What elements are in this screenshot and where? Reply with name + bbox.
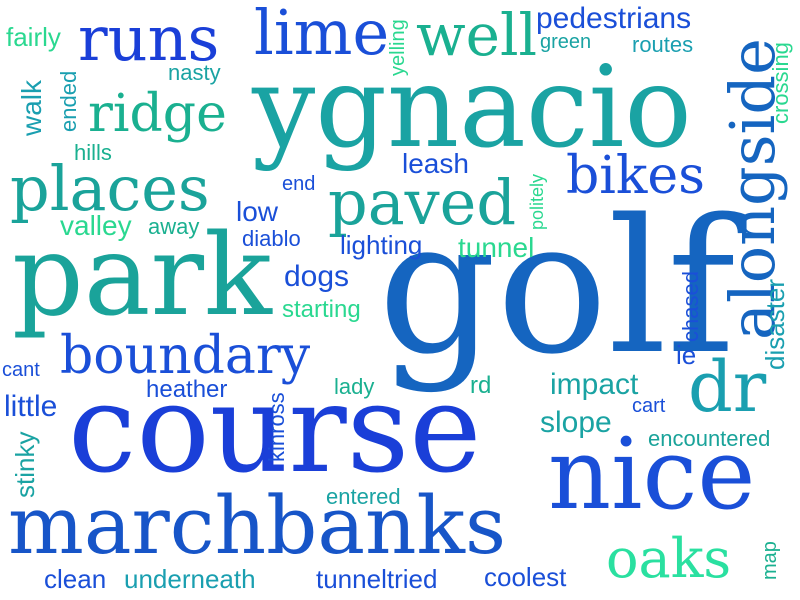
word-lady: lady (334, 374, 375, 399)
word-bikes: bikes (566, 146, 705, 206)
word-away: away (148, 214, 200, 239)
word-rd: rd (470, 372, 492, 399)
word-course: course (68, 358, 482, 500)
word-fairly: fairly (6, 22, 61, 52)
word-map: map (759, 541, 781, 580)
word-stinky: stinky (10, 431, 40, 498)
word-impact: impact (550, 368, 639, 401)
word-starting: starting (282, 296, 361, 323)
word-ie: ie (676, 340, 697, 370)
word-tunnel: tunnel (458, 232, 535, 263)
word-cart: cart (632, 395, 666, 417)
word-leash: leash (402, 148, 469, 179)
word-kinross: kinross (264, 392, 289, 462)
word-clean: clean (44, 564, 107, 594)
word-chased: chased (678, 271, 703, 342)
word-disaster: disaster (760, 278, 790, 370)
word-green: green (540, 31, 592, 53)
word-underneath: underneath (124, 564, 256, 594)
word-slope: slope (540, 406, 612, 439)
word-low: low (236, 196, 279, 227)
word-park: park (12, 211, 272, 341)
word-lighting: lighting (340, 230, 423, 260)
word-nice: nice (548, 418, 756, 532)
word-diablo: diablo (242, 226, 301, 251)
word-encountered: encountered (648, 426, 771, 451)
word-ended: ended (56, 70, 81, 132)
word-oaks: oaks (606, 527, 732, 590)
word-boundary: boundary (60, 326, 311, 386)
word-walk: walk (16, 79, 47, 136)
word-crossing: crossing (768, 42, 793, 124)
word-ygnacio: ygnacio (252, 43, 692, 173)
word-routes: routes (632, 32, 694, 57)
word-tunneltried: tunneltried (316, 564, 438, 594)
word-entered: entered (326, 484, 401, 509)
word-end: end (282, 173, 316, 195)
word-coolest: coolest (484, 562, 567, 592)
word-cant: cant (2, 359, 40, 381)
word-well: well (416, 1, 538, 69)
word-places: places (10, 152, 210, 225)
word-runs: runs (78, 2, 220, 75)
word-lime: lime (254, 0, 390, 69)
word-golf: golf (378, 179, 736, 395)
word-ridge: ridge (88, 84, 227, 144)
word-valley: valley (60, 210, 132, 241)
word-paved: paved (328, 166, 517, 239)
word-little: little (4, 390, 58, 423)
word-hills: hills (74, 140, 112, 165)
word-dr: dr (688, 346, 767, 428)
word-heather: heather (146, 376, 228, 403)
word-yelling: yelling (387, 19, 409, 76)
word-marchbanks: marchbanks (8, 479, 507, 572)
word-pedestrians: pedestrians (536, 2, 692, 35)
word-dogs: dogs (284, 260, 350, 293)
word-nasty: nasty (168, 60, 221, 85)
word-politely: politely (527, 173, 547, 230)
